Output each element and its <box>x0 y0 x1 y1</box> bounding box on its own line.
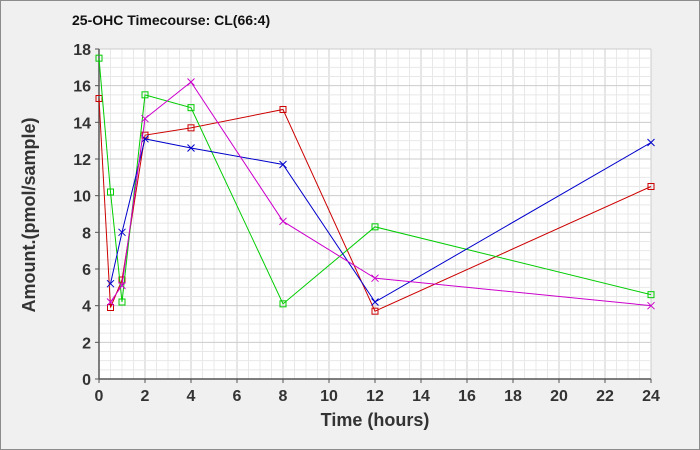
y-tick-label: 18 <box>73 42 91 59</box>
data-point <box>371 223 379 231</box>
x-tick-label: 18 <box>504 388 522 405</box>
x-tick-label: 24 <box>642 388 660 405</box>
data-point <box>371 298 379 306</box>
y-tick-label: 16 <box>73 79 91 96</box>
data-point <box>647 291 655 299</box>
data-point <box>371 274 379 283</box>
x-tick-label: 2 <box>141 388 150 405</box>
y-tick-label: 8 <box>82 225 91 242</box>
data-point <box>106 279 115 288</box>
x-tick-label: 4 <box>187 388 196 405</box>
series-line <box>98 58 652 305</box>
data-point <box>279 300 287 308</box>
x-tick-label: 16 <box>458 388 476 405</box>
series-4 <box>106 78 655 310</box>
y-tick-label: 4 <box>82 299 91 316</box>
data-point <box>118 281 126 290</box>
data-point <box>371 307 379 315</box>
data-point <box>647 301 655 310</box>
x-tick-label: 10 <box>320 388 338 405</box>
x-tick-label: 8 <box>279 388 288 405</box>
y-tick-label: 14 <box>73 115 91 132</box>
chart-title: 25-OHC Timecourse: CL(66:4) <box>72 12 270 28</box>
y-tick-label: 2 <box>82 335 91 352</box>
y-tick-label: 0 <box>82 372 91 389</box>
data-point <box>118 228 126 237</box>
data-point <box>647 138 655 147</box>
data-point <box>107 188 114 196</box>
series-line <box>98 98 652 312</box>
data-point <box>647 183 655 190</box>
x-axis-label: Time (hours) <box>321 410 430 430</box>
y-tick-label: 6 <box>82 262 91 279</box>
series-3 <box>106 134 655 306</box>
grid <box>98 48 652 380</box>
data-point <box>107 304 114 311</box>
data-point <box>118 298 126 306</box>
data-point <box>141 91 149 99</box>
data-point <box>187 124 195 132</box>
data-point <box>279 160 287 169</box>
data-point <box>187 78 195 86</box>
data-point <box>279 106 287 113</box>
y-axis-label: Amount.(pmol/sample) <box>19 117 39 312</box>
data-point <box>187 144 195 152</box>
x-tick-label: 22 <box>596 388 614 405</box>
x-tick-label: 12 <box>366 388 384 405</box>
y-tick-label: 10 <box>73 189 91 206</box>
data-point <box>106 298 115 306</box>
series-group <box>95 54 655 315</box>
data-point <box>187 104 195 112</box>
series-2 <box>95 54 655 308</box>
x-tick-label: 0 <box>95 388 104 405</box>
data-point <box>279 217 287 226</box>
x-tick-label: 6 <box>233 388 242 405</box>
x-tick-label: 20 <box>550 388 568 405</box>
x-tick-label: 14 <box>412 388 430 405</box>
data-point <box>141 114 149 123</box>
y-tick-label: 12 <box>73 152 91 169</box>
data-point <box>95 54 103 62</box>
